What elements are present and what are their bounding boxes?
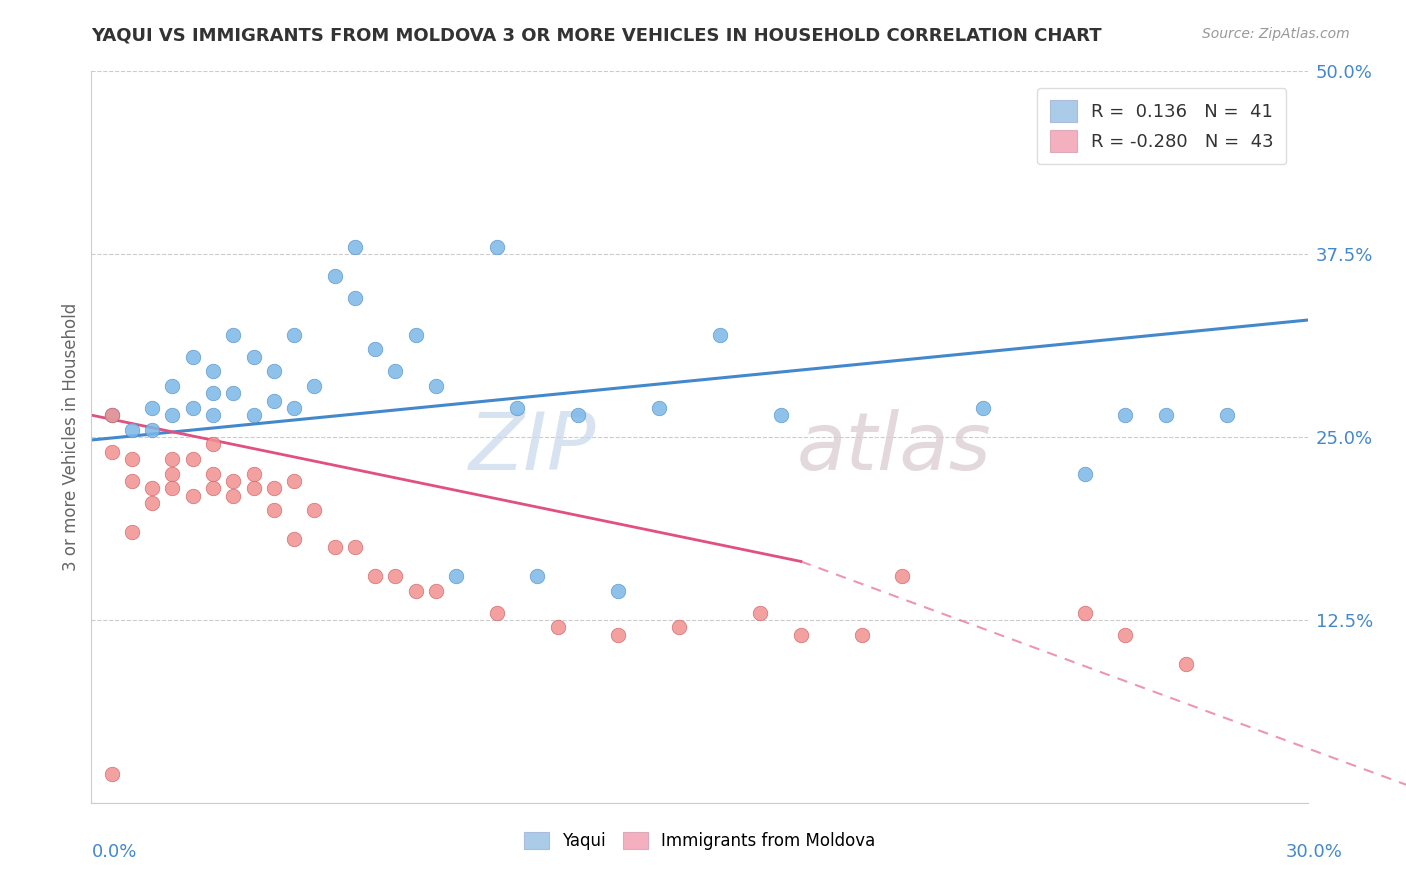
Point (141, 401, 163, 415)
Text: atlas: atlas (797, 409, 991, 487)
Point (181, 489, 204, 503)
Point (1114, 627, 1136, 641)
Point (749, 606, 772, 620)
Point (121, 423, 143, 437)
Point (364, 343, 387, 357)
Point (1215, 408, 1237, 422)
Point (222, 327, 245, 342)
Point (668, 620, 690, 634)
Point (202, 408, 225, 422)
Point (1073, 606, 1095, 620)
Point (162, 467, 184, 481)
Point (263, 481, 285, 495)
Point (222, 489, 245, 503)
Point (607, 583, 630, 598)
Text: 0.0%: 0.0% (91, 843, 136, 861)
Point (506, 401, 529, 415)
Point (181, 401, 204, 415)
Point (567, 408, 589, 422)
Point (283, 401, 305, 415)
Point (202, 467, 225, 481)
Point (709, 327, 731, 342)
Point (323, 269, 346, 284)
Text: Source: ZipAtlas.com: Source: ZipAtlas.com (1202, 27, 1350, 41)
Point (485, 240, 508, 254)
Point (343, 240, 366, 254)
Point (648, 401, 671, 415)
Point (181, 452, 204, 467)
Point (141, 423, 163, 437)
Point (263, 364, 285, 378)
Point (100, 408, 122, 422)
Y-axis label: 3 or more Vehicles in Household: 3 or more Vehicles in Household (62, 303, 80, 571)
Point (222, 474, 245, 488)
Point (769, 408, 792, 422)
Point (304, 503, 326, 517)
Point (242, 481, 264, 495)
Point (162, 481, 184, 495)
Text: 30.0%: 30.0% (1286, 843, 1343, 861)
Point (141, 496, 163, 510)
Point (405, 583, 427, 598)
Point (444, 569, 467, 583)
Point (283, 327, 305, 342)
Point (242, 408, 264, 422)
Point (343, 540, 366, 554)
Point (162, 379, 184, 393)
Point (891, 569, 914, 583)
Point (222, 386, 245, 401)
Point (547, 620, 569, 634)
Point (304, 379, 326, 393)
Point (1175, 657, 1198, 671)
Point (364, 569, 387, 583)
Point (526, 569, 548, 583)
Point (607, 627, 630, 641)
Point (202, 386, 225, 401)
Point (100, 766, 122, 780)
Point (263, 503, 285, 517)
Point (162, 452, 184, 467)
Point (405, 327, 427, 342)
Point (202, 364, 225, 378)
Point (242, 350, 264, 364)
Legend: Yaqui, Immigrants from Moldova: Yaqui, Immigrants from Moldova (517, 825, 882, 856)
Point (1073, 467, 1095, 481)
Point (972, 401, 994, 415)
Point (141, 481, 163, 495)
Point (1114, 408, 1136, 422)
Point (485, 606, 508, 620)
Point (162, 408, 184, 422)
Point (323, 540, 346, 554)
Point (425, 583, 447, 598)
Point (242, 467, 264, 481)
Point (100, 444, 122, 458)
Point (343, 291, 366, 305)
Point (1154, 408, 1177, 422)
Point (202, 437, 225, 451)
Point (851, 627, 873, 641)
Point (384, 364, 406, 378)
Point (121, 525, 143, 540)
Point (181, 350, 204, 364)
Point (425, 379, 447, 393)
Point (121, 452, 143, 467)
Text: ZIP: ZIP (468, 409, 596, 487)
Point (790, 627, 813, 641)
Point (283, 474, 305, 488)
Text: YAQUI VS IMMIGRANTS FROM MOLDOVA 3 OR MORE VEHICLES IN HOUSEHOLD CORRELATION CHA: YAQUI VS IMMIGRANTS FROM MOLDOVA 3 OR MO… (91, 27, 1102, 45)
Point (202, 481, 225, 495)
Point (100, 408, 122, 422)
Point (263, 393, 285, 408)
Point (121, 474, 143, 488)
Point (384, 569, 406, 583)
Point (283, 533, 305, 547)
